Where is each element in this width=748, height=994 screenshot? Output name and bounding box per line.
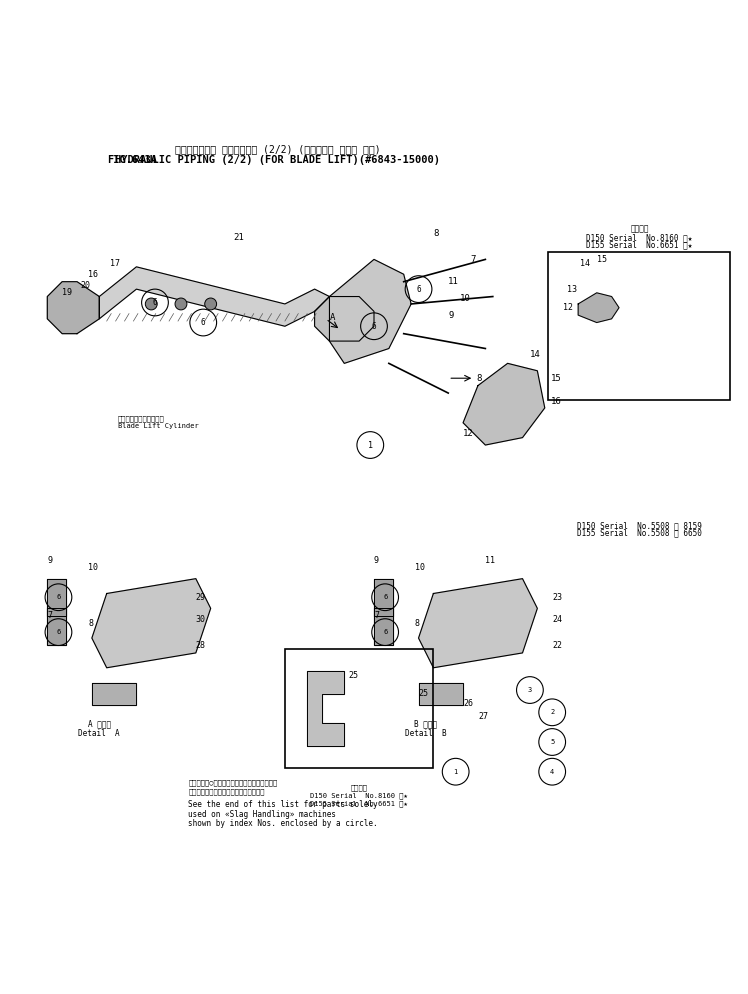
Text: 8: 8 (415, 618, 420, 628)
Circle shape (145, 298, 157, 310)
Text: 7: 7 (470, 254, 476, 264)
Text: 26: 26 (463, 699, 473, 708)
Text: 8: 8 (88, 618, 94, 628)
Text: 13: 13 (567, 284, 577, 293)
Polygon shape (92, 683, 136, 705)
Polygon shape (463, 364, 545, 445)
Text: 6: 6 (153, 298, 157, 307)
Text: D155 Serial  No.6651 ～★: D155 Serial No.6651 ～★ (586, 241, 693, 249)
Text: 8: 8 (476, 374, 482, 383)
Text: 23: 23 (552, 592, 562, 601)
Text: 適用号等: 適用号等 (351, 784, 368, 791)
Text: HYDRAULIC PIPING (2/2) (FOR BLADE LIFT)(#6843-15000): HYDRAULIC PIPING (2/2) (FOR BLADE LIFT)(… (115, 155, 440, 165)
Text: 25: 25 (348, 671, 358, 680)
Text: 29: 29 (196, 592, 206, 601)
Text: used on «Slag Handling» machines: used on «Slag Handling» machines (188, 809, 337, 819)
Text: 10: 10 (415, 563, 425, 572)
Text: 9: 9 (374, 556, 379, 565)
Text: 6: 6 (201, 318, 206, 327)
Polygon shape (47, 579, 66, 616)
Text: FIG.643A: FIG.643A (107, 155, 157, 165)
Text: 14: 14 (530, 350, 541, 359)
Polygon shape (329, 259, 411, 364)
Text: 14: 14 (580, 258, 590, 267)
Text: 図引番号の○印はノロ地用系化品として単独品: 図引番号の○印はノロ地用系化品として単独品 (188, 779, 278, 785)
Text: 7: 7 (47, 611, 52, 620)
Text: 15: 15 (551, 374, 562, 383)
Polygon shape (578, 293, 619, 322)
Text: と代る部品の販売リストの最後に示す。: と代る部品の販売リストの最後に示す。 (188, 789, 265, 795)
Text: 12: 12 (563, 303, 573, 312)
Text: 11: 11 (485, 556, 495, 565)
Text: 6: 6 (56, 629, 61, 635)
Polygon shape (92, 579, 211, 668)
Text: 16: 16 (88, 269, 98, 278)
Text: 6: 6 (416, 284, 421, 293)
Text: 11: 11 (448, 277, 459, 286)
Polygon shape (419, 683, 463, 705)
Polygon shape (374, 608, 393, 645)
Text: 21: 21 (233, 233, 244, 242)
Text: 27: 27 (478, 712, 488, 721)
Polygon shape (99, 266, 329, 326)
Text: 16: 16 (551, 398, 562, 407)
Polygon shape (307, 672, 344, 746)
Text: D150 Serial  No.8160 ～★: D150 Serial No.8160 ～★ (586, 234, 693, 243)
Text: A: A (329, 313, 335, 322)
Text: 適用号等: 適用号等 (630, 225, 649, 234)
Text: 3: 3 (528, 687, 532, 693)
Polygon shape (47, 281, 99, 334)
Text: Detail  B: Detail B (405, 729, 447, 738)
Text: Detail  A: Detail A (79, 729, 120, 738)
Polygon shape (47, 608, 66, 645)
Text: 1: 1 (453, 768, 458, 774)
Polygon shape (419, 579, 537, 668)
Text: 7: 7 (374, 611, 379, 620)
Text: 19: 19 (62, 288, 72, 297)
Text: 2: 2 (550, 710, 554, 716)
Text: ハイドロリック パイピング゜ (2/2) (ブレート゜ リフト ヨウ): ハイドロリック パイピング゜ (2/2) (ブレート゜ リフト ヨウ) (175, 144, 380, 154)
Polygon shape (374, 579, 393, 616)
Text: D155 Serial  No.6651 ～★: D155 Serial No.6651 ～★ (310, 800, 408, 807)
Text: B 詳細図: B 詳細図 (414, 720, 438, 729)
Text: 17: 17 (111, 258, 120, 267)
Text: shown by index Nos. enclosed by a circle.: shown by index Nos. enclosed by a circle… (188, 819, 378, 828)
Text: 8: 8 (433, 229, 439, 238)
Text: 28: 28 (196, 641, 206, 650)
Text: 6: 6 (383, 594, 387, 600)
Text: 9: 9 (448, 310, 453, 320)
Text: 30: 30 (196, 615, 206, 624)
Text: ブレードリフトシリンダ: ブレードリフトシリンダ (118, 415, 165, 421)
Text: 4: 4 (550, 768, 554, 774)
Text: D150 Serial  No.5508 ～ 8159: D150 Serial No.5508 ～ 8159 (577, 522, 702, 531)
Circle shape (205, 298, 217, 310)
Text: 1: 1 (368, 440, 373, 449)
Text: 20: 20 (81, 281, 91, 290)
Text: 22: 22 (552, 641, 562, 650)
Text: A 詳細図: A 詳細図 (88, 720, 111, 729)
Polygon shape (315, 296, 374, 341)
Text: 5: 5 (550, 739, 554, 746)
Text: 10: 10 (459, 293, 470, 302)
Bar (548, 252, 730, 401)
Text: 6: 6 (56, 594, 61, 600)
Text: D155 Serial  No.5508 ～ 6650: D155 Serial No.5508 ～ 6650 (577, 529, 702, 538)
Circle shape (175, 298, 187, 310)
Text: D150 Serial  No.8160 ～★: D150 Serial No.8160 ～★ (310, 792, 408, 799)
Text: Blade Lift Cylinder: Blade Lift Cylinder (118, 422, 199, 428)
Text: 10: 10 (88, 563, 98, 572)
Text: 24: 24 (552, 615, 562, 624)
Text: 6: 6 (372, 322, 376, 331)
Text: 9: 9 (47, 556, 52, 565)
Text: 6: 6 (383, 629, 387, 635)
Text: 25: 25 (419, 689, 429, 698)
Text: 15: 15 (597, 254, 607, 264)
Bar (285, 649, 433, 768)
Text: See the end of this list for parts solely: See the end of this list for parts solel… (188, 800, 378, 809)
Text: 12: 12 (463, 429, 473, 438)
